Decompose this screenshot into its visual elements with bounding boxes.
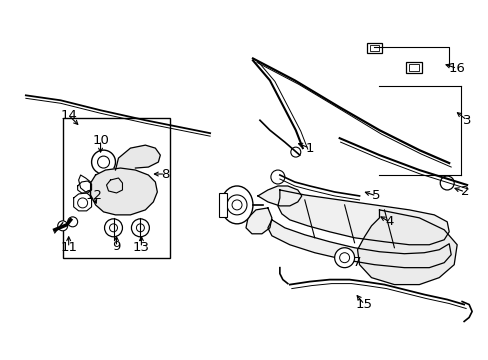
Polygon shape bbox=[245, 208, 271, 234]
Circle shape bbox=[109, 224, 117, 232]
Polygon shape bbox=[267, 220, 450, 268]
Polygon shape bbox=[258, 186, 301, 206]
FancyBboxPatch shape bbox=[366, 42, 382, 54]
Text: 14: 14 bbox=[60, 109, 77, 122]
Circle shape bbox=[131, 219, 149, 237]
FancyBboxPatch shape bbox=[406, 62, 422, 73]
Circle shape bbox=[290, 147, 300, 157]
Text: 13: 13 bbox=[133, 241, 150, 254]
Polygon shape bbox=[277, 190, 448, 245]
Ellipse shape bbox=[221, 186, 252, 224]
Bar bbox=[219, 193, 226, 217]
Text: 9: 9 bbox=[112, 240, 121, 253]
Circle shape bbox=[226, 195, 246, 215]
FancyBboxPatch shape bbox=[408, 64, 419, 71]
Circle shape bbox=[91, 150, 115, 174]
Text: 4: 4 bbox=[385, 215, 393, 228]
Text: 10: 10 bbox=[92, 134, 109, 147]
Circle shape bbox=[339, 253, 349, 263]
Text: 8: 8 bbox=[161, 167, 169, 180]
Polygon shape bbox=[90, 168, 157, 215]
Text: 2: 2 bbox=[460, 185, 468, 198]
Circle shape bbox=[270, 170, 285, 184]
Circle shape bbox=[98, 156, 109, 168]
Polygon shape bbox=[115, 145, 160, 170]
Bar bbox=[62, 118, 170, 258]
Text: 16: 16 bbox=[448, 62, 465, 75]
Text: 7: 7 bbox=[353, 256, 361, 269]
Circle shape bbox=[334, 248, 354, 268]
Text: 5: 5 bbox=[371, 189, 380, 202]
Text: 3: 3 bbox=[462, 114, 470, 127]
Circle shape bbox=[78, 198, 87, 208]
Text: 12: 12 bbox=[85, 189, 102, 202]
Text: 6: 6 bbox=[218, 198, 226, 211]
Polygon shape bbox=[357, 210, 456, 285]
FancyBboxPatch shape bbox=[369, 45, 379, 51]
Circle shape bbox=[439, 176, 453, 190]
Circle shape bbox=[67, 217, 78, 227]
Circle shape bbox=[58, 221, 67, 231]
Circle shape bbox=[104, 219, 122, 237]
Circle shape bbox=[136, 224, 144, 232]
Text: 11: 11 bbox=[60, 241, 77, 254]
Text: 1: 1 bbox=[305, 141, 313, 155]
Circle shape bbox=[232, 200, 242, 210]
Text: 15: 15 bbox=[355, 298, 372, 311]
